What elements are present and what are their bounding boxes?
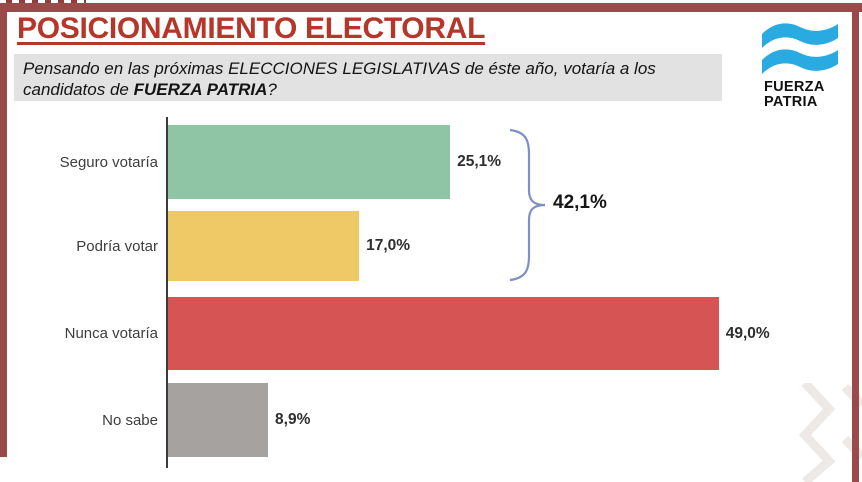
- chart-row: Podría votar 17,0%: [0, 211, 852, 281]
- fuerza-patria-logo: FUERZA PATRIA: [752, 16, 848, 116]
- bar-4: [168, 383, 269, 457]
- bar-2: [168, 211, 360, 281]
- chart-y-axis: [166, 117, 168, 468]
- category-label: Podría votar: [76, 237, 158, 255]
- frame-border-top: [0, 3, 862, 12]
- category-label: Seguro votaría: [59, 153, 158, 171]
- bar-3: [168, 297, 719, 370]
- page-title: POSICIONAMIENTO ELECTORAL: [17, 12, 486, 45]
- value-label: 17,0%: [366, 237, 411, 254]
- combined-percentage-label: 42,1%: [553, 192, 607, 213]
- chart-row: Seguro votaría 25,1%: [0, 125, 852, 199]
- category-label: Nunca votaría: [64, 325, 158, 342]
- value-label: 25,1%: [457, 153, 502, 170]
- argentine-flag-waves-icon: [762, 23, 838, 74]
- chart-row: No sabe 8,9%: [0, 383, 852, 457]
- logo-text-line2: PATRIA: [764, 94, 818, 110]
- category-label: No sabe: [102, 411, 158, 429]
- survey-question-line2: candidatos de FUERZA PATRIA?: [23, 80, 277, 99]
- value-label: 8,9%: [275, 411, 311, 428]
- chart-row: Nunca votaría 49,0%: [0, 297, 852, 370]
- survey-question-box: Pensando en las próximas ELECCIONES LEGI…: [14, 54, 722, 101]
- frame-border-left: [0, 12, 7, 457]
- frame-border-right: [852, 12, 859, 482]
- value-label: 49,0%: [725, 324, 770, 342]
- brace-bracket-icon: [509, 128, 546, 282]
- bar-1: [168, 125, 451, 199]
- survey-question-line1: Pensando en las próximas ELECCIONES LEGI…: [23, 59, 656, 78]
- top-dashed-border: [6, 0, 86, 3]
- logo-text-line1: FUERZA: [764, 79, 825, 95]
